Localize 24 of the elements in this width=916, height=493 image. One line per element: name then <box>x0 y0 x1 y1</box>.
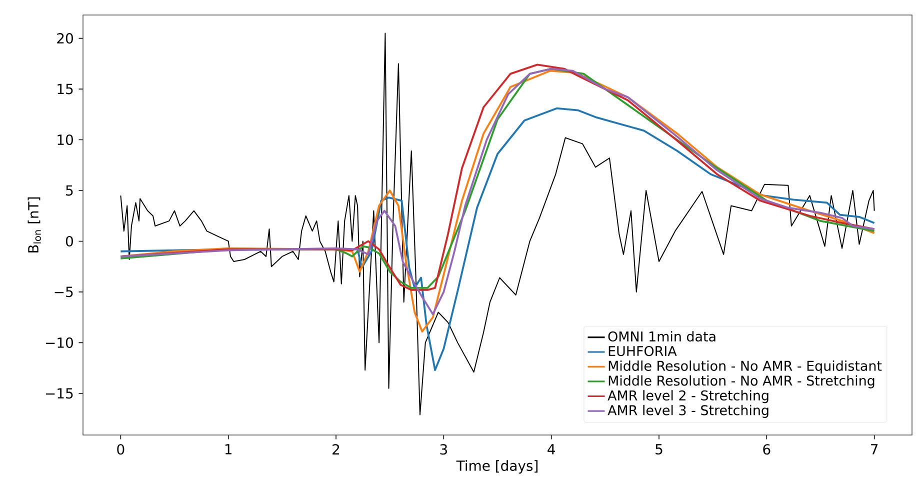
x-tick-label: 1 <box>225 444 232 454</box>
y-tick-label: 0 <box>66 236 73 247</box>
legend-label: EUHFORIA <box>608 346 677 356</box>
y-tick-label: 20 <box>57 33 73 44</box>
x-tick-label: 6 <box>763 444 770 455</box>
y-axis-title: B$_{lon}$ [nT] <box>28 197 41 252</box>
legend-label: AMR level 2 - Stretching <box>608 390 768 404</box>
y-tick-label: −5 <box>54 286 73 298</box>
x-tick-label: 4 <box>548 444 555 454</box>
y-tick-label: 15 <box>58 84 73 94</box>
y-tick-label: −10 <box>46 337 73 348</box>
legend-label: AMR level 3 - Stretching <box>608 404 768 418</box>
legend-label: OMNI 1min data <box>608 331 716 342</box>
x-tick-label: 5 <box>656 444 662 454</box>
y-tick-label: 10 <box>58 134 73 146</box>
x-tick-label: 3 <box>440 444 447 455</box>
legend-label: Middle Resolution - No AMR - Equidistant <box>608 360 882 374</box>
y-tick-label: 5 <box>66 185 73 196</box>
y-tick-label: −15 <box>46 388 73 399</box>
x-tick-label: 7 <box>871 444 878 454</box>
x-tick-label: 2 <box>332 444 340 454</box>
x-axis-title: Time [days] <box>456 460 538 474</box>
legend-label: Middle Resolution - No AMR - Stretching <box>608 375 874 388</box>
x-tick-label: 0 <box>117 444 124 455</box>
